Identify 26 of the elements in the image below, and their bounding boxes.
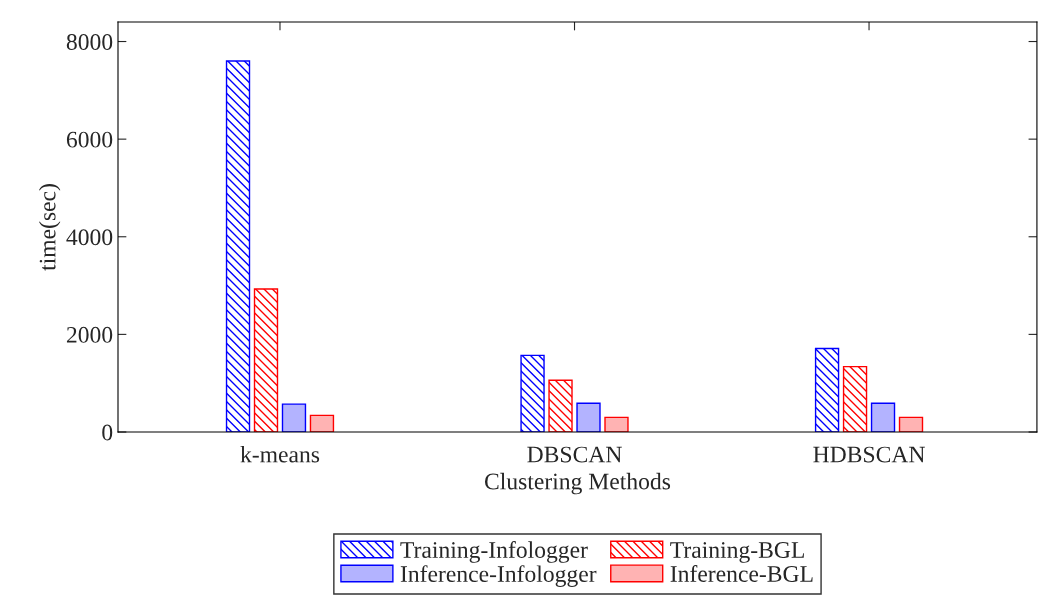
bar bbox=[520, 354, 545, 432]
x-tick-label: k-means bbox=[240, 445, 320, 463]
x-axis-title: Clustering Methods bbox=[484, 472, 671, 495]
legend-label: Inference-Infologger bbox=[400, 565, 597, 587]
x-tick-label: HDBSCAN bbox=[813, 446, 925, 463]
y-axis-title: time(sec) bbox=[38, 184, 61, 271]
bar bbox=[576, 402, 601, 432]
bar bbox=[309, 414, 335, 432]
bar bbox=[814, 347, 840, 432]
y-tick-label: 0 bbox=[102, 424, 113, 441]
bar bbox=[253, 288, 279, 432]
legend-label: Inference-BGL bbox=[670, 565, 813, 582]
legend-label: Training-BGL bbox=[670, 542, 804, 563]
y-tick-label: 6000 bbox=[66, 131, 113, 148]
x-tick-label: DBSCAN bbox=[527, 446, 622, 463]
bar bbox=[281, 403, 307, 432]
y-tick-label: 4000 bbox=[66, 229, 113, 246]
y-tick-label: 8000 bbox=[66, 34, 113, 50]
bar bbox=[604, 416, 629, 432]
bar bbox=[548, 379, 573, 432]
bar bbox=[898, 416, 924, 432]
legend-label: Training-Infologger bbox=[400, 541, 588, 563]
bar bbox=[870, 402, 896, 432]
y-tick-label: 2000 bbox=[66, 326, 113, 343]
bar bbox=[225, 60, 251, 432]
bar bbox=[842, 365, 868, 432]
